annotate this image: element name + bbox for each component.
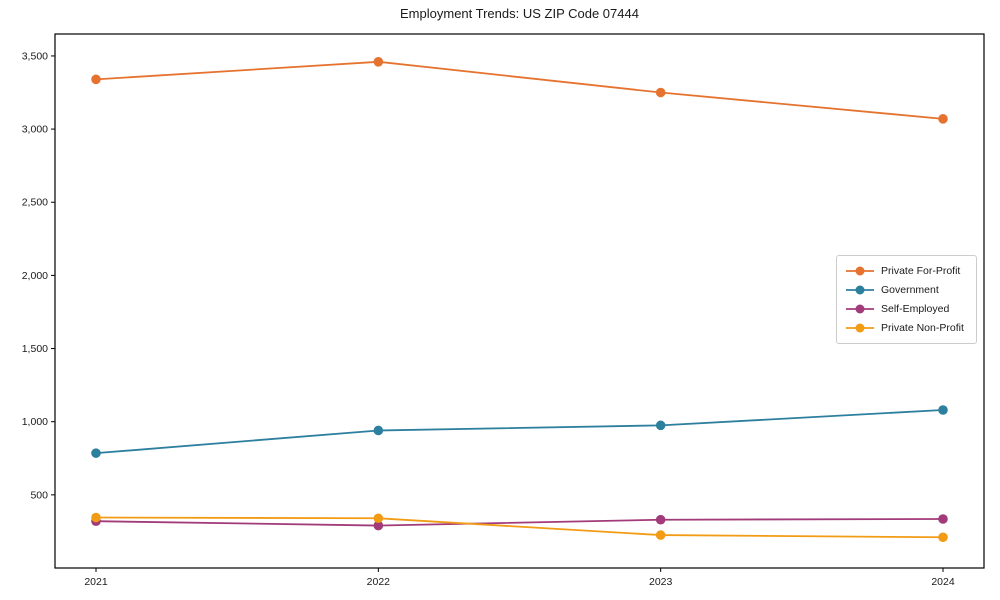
series-line-government (95, 409, 944, 455)
legend-item-self-employed: Self-Employed (846, 303, 967, 315)
y-tick-label: 2,500 (22, 197, 48, 209)
data-point-marker (373, 513, 384, 524)
data-point-marker (373, 520, 384, 531)
data-point-marker (938, 532, 948, 543)
x-tick-label: 2024 (931, 576, 955, 588)
x-tick-label: 2022 (367, 576, 391, 588)
series-line-private-non-profit (95, 516, 944, 539)
data-point-marker (938, 114, 948, 124)
x-tick-label: 2023 (649, 576, 673, 588)
y-tick-label: 1,500 (22, 343, 48, 355)
data-point-marker (655, 530, 666, 540)
data-point-marker (91, 512, 101, 523)
data-point-marker (938, 514, 948, 524)
y-tick-label: 1,000 (22, 416, 48, 428)
data-point-marker (373, 56, 384, 67)
data-point-marker (655, 420, 666, 431)
legend-label: Private Non-Profit (881, 322, 964, 334)
y-tick-label: 2,000 (22, 270, 48, 282)
data-point-marker (655, 514, 666, 525)
legend-item-government: Government (846, 284, 967, 296)
legend-item-private-non-profit: Private Non-Profit (846, 322, 967, 334)
legend-label: Government (881, 284, 939, 296)
legend-label: Self-Employed (881, 303, 950, 315)
data-point-marker (91, 74, 101, 85)
legend-label: Private For-Profit (881, 265, 961, 277)
legend-item-private-for-profit: Private For-Profit (846, 265, 967, 277)
series-line-self-employed (95, 518, 944, 527)
data-point-marker (91, 448, 101, 458)
y-tick-label: 3,000 (22, 124, 48, 136)
legend-line-marker-icon (846, 304, 874, 314)
data-point-marker (938, 405, 948, 415)
legend-line-marker-icon (846, 323, 874, 333)
y-tick-label: 3,500 (22, 50, 48, 62)
y-tick-label: 500 (30, 489, 48, 501)
data-point-marker (373, 425, 384, 436)
x-tick-label: 2021 (84, 576, 108, 588)
legend-line-marker-icon (846, 266, 874, 276)
data-point-marker (655, 87, 666, 98)
chart-title: Employment Trends: US ZIP Code 07444 (400, 6, 639, 21)
plot-frame (54, 33, 985, 569)
legend-line-marker-icon (846, 285, 874, 295)
legend: Private For-Profit Government Self-Emplo… (836, 255, 977, 344)
series-line-private-for-profit (95, 60, 944, 120)
